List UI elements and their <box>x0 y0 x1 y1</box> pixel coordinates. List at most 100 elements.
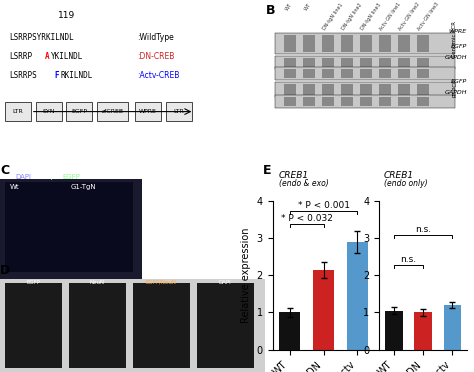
Text: Wt: Wt <box>9 184 19 190</box>
Bar <box>341 84 353 95</box>
Bar <box>379 97 391 106</box>
Bar <box>275 67 455 80</box>
Text: SYN: SYN <box>42 109 55 114</box>
Bar <box>322 58 334 67</box>
Bar <box>284 69 296 78</box>
Bar <box>360 84 372 95</box>
Text: DN-tgN line1: DN-tgN line1 <box>322 2 345 31</box>
Bar <box>275 82 455 97</box>
Bar <box>166 102 192 121</box>
Bar <box>275 56 455 69</box>
Bar <box>417 69 429 78</box>
Bar <box>379 84 391 95</box>
Bar <box>5 182 133 272</box>
Text: Actv GN line3: Actv GN line3 <box>417 2 440 32</box>
Bar <box>444 305 461 350</box>
Text: Genomic PCR: Genomic PCR <box>452 20 457 58</box>
Text: n.s.: n.s. <box>401 255 417 264</box>
Bar <box>303 97 315 106</box>
Bar <box>347 242 368 350</box>
Bar <box>135 102 161 121</box>
Text: DAPI: DAPI <box>219 280 231 285</box>
Bar <box>360 58 372 67</box>
Bar <box>313 270 334 350</box>
Bar <box>341 35 353 52</box>
Bar <box>284 35 296 52</box>
Text: * P < 0.032: * P < 0.032 <box>281 214 332 223</box>
Text: GAPDH: GAPDH <box>445 90 467 96</box>
Bar <box>398 97 410 106</box>
Text: :Actv-CREB: :Actv-CREB <box>137 71 180 80</box>
Bar <box>284 84 296 95</box>
Text: DN-tgN line3: DN-tgN line3 <box>360 2 383 31</box>
Text: LSRRP: LSRRP <box>9 52 33 61</box>
Bar <box>197 283 254 368</box>
Bar <box>322 35 334 52</box>
Bar <box>0 279 265 372</box>
Text: WPRE: WPRE <box>448 29 467 34</box>
Text: :DN-CREB: :DN-CREB <box>137 52 175 61</box>
Bar <box>36 102 62 121</box>
Bar <box>284 58 296 67</box>
Text: E: E <box>263 164 272 177</box>
Bar <box>303 35 315 52</box>
Bar <box>5 283 62 368</box>
Text: (endo only): (endo only) <box>384 179 428 188</box>
Bar <box>417 84 429 95</box>
Bar <box>0 0 265 179</box>
Text: LSRRPS: LSRRPS <box>9 71 37 80</box>
Text: n.s.: n.s. <box>415 225 431 234</box>
Bar <box>322 84 334 95</box>
Text: LSRRPSYRKILNDL: LSRRPSYRKILNDL <box>9 33 74 42</box>
Bar <box>417 35 429 52</box>
Text: B: B <box>265 4 275 17</box>
Text: :WildType: :WildType <box>137 33 174 42</box>
Text: zfCREB: zfCREB <box>101 109 124 114</box>
Bar <box>379 58 391 67</box>
Text: WT: WT <box>284 2 293 11</box>
Bar <box>341 97 353 106</box>
Bar <box>398 69 410 78</box>
Text: LTR: LTR <box>173 109 184 114</box>
Text: Actv GN line1: Actv GN line1 <box>379 2 402 32</box>
Text: A: A <box>45 52 50 61</box>
Text: WT: WT <box>303 2 312 11</box>
Bar <box>303 84 315 95</box>
Bar <box>133 283 190 368</box>
Text: * P < 0.001: * P < 0.001 <box>298 201 349 210</box>
Bar <box>379 35 391 52</box>
Text: CREB1: CREB1 <box>279 171 309 180</box>
Text: CREB1: CREB1 <box>384 171 414 180</box>
Bar <box>275 95 455 108</box>
Bar <box>360 69 372 78</box>
Text: DN-tgN line2: DN-tgN line2 <box>341 2 364 31</box>
Text: Actv GN line2: Actv GN line2 <box>398 2 421 32</box>
Bar <box>97 102 128 121</box>
Bar <box>279 312 300 350</box>
Text: /: / <box>51 174 54 180</box>
Bar <box>265 0 474 179</box>
Text: C: C <box>0 164 9 177</box>
Text: RKILNDL: RKILNDL <box>60 71 92 80</box>
Text: 119: 119 <box>58 11 75 20</box>
Text: YKILNDL: YKILNDL <box>51 52 83 61</box>
Bar <box>0 179 142 279</box>
Bar <box>417 58 429 67</box>
Text: EGFP: EGFP <box>72 109 87 114</box>
Text: (endo & exo): (endo & exo) <box>279 179 328 188</box>
Bar <box>275 33 455 54</box>
Text: D: D <box>0 264 10 277</box>
Bar <box>284 97 296 106</box>
Bar <box>398 58 410 67</box>
Bar <box>360 97 372 106</box>
Bar <box>341 69 353 78</box>
Bar <box>417 97 429 106</box>
Text: LTR: LTR <box>12 109 23 114</box>
Text: G1-TgN: G1-TgN <box>71 184 97 190</box>
Y-axis label: Relative expression: Relative expression <box>241 228 251 323</box>
Bar <box>303 58 315 67</box>
Text: EGFP: EGFP <box>62 174 80 180</box>
Text: GAPDH: GAPDH <box>445 55 467 60</box>
Text: DAPI: DAPI <box>16 174 32 180</box>
Bar <box>414 312 432 350</box>
